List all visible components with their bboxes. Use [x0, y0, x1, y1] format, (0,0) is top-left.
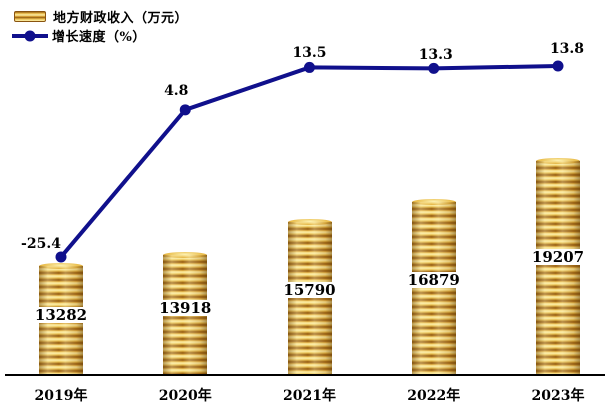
growth-value-label: 4.8 — [164, 82, 189, 99]
revenue-bar-5: 19207 — [528, 158, 588, 374]
legend-item-revenue: 地方财政收入（万元） — [12, 7, 188, 26]
bar-value-label: 15790 — [280, 282, 339, 299]
x-axis-label-3: 2021年 — [283, 388, 336, 404]
legend-item-growth: 增长速度（%） — [12, 26, 188, 45]
growth-value-label: 13.3 — [418, 47, 453, 64]
growth-value-label: 13.8 — [549, 40, 585, 57]
x-axis-label-5: 2023年 — [531, 388, 585, 404]
revenue-bar-1: 13282 — [31, 263, 91, 374]
x-axis-label-4: 2022年 — [407, 388, 461, 404]
growth-value-label: -25.4 — [21, 235, 61, 252]
bar-value-label: 16879 — [404, 271, 463, 288]
growth-marker-4 — [428, 62, 440, 74]
growth-marker-5 — [552, 60, 564, 72]
revenue-bar-2: 13918 — [156, 251, 215, 375]
growth-marker-2 — [179, 104, 191, 116]
bar-value-label: 13282 — [31, 306, 91, 323]
growth-marker-3 — [304, 61, 315, 73]
revenue-bar-4: 16879 — [404, 199, 463, 374]
line-marker-icon — [12, 33, 48, 38]
bar-value-label: 19207 — [528, 248, 588, 265]
bar-value-label: 13918 — [156, 300, 215, 317]
x-axis-label-1: 2019年 — [34, 388, 88, 404]
revenue-bar-3: 15790 — [280, 218, 339, 375]
coin-bar-icon — [14, 11, 46, 22]
growth-marker-1 — [55, 251, 67, 263]
legend-label-revenue: 地方财政收入（万元） — [53, 11, 189, 26]
x-axis-line — [5, 374, 605, 376]
legend: 地方财政收入（万元） 增长速度（%） — [12, 7, 188, 45]
x-axis-label-2: 2020年 — [158, 388, 212, 404]
legend-label-growth: 增长速度（%） — [52, 30, 146, 45]
growth-value-label: 13.5 — [292, 45, 327, 62]
